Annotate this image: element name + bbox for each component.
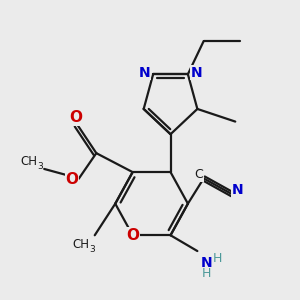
- Text: N: N: [232, 183, 244, 197]
- Text: H: H: [202, 267, 212, 280]
- Text: 3: 3: [37, 162, 43, 171]
- Text: CH: CH: [20, 154, 37, 168]
- Text: 3: 3: [89, 245, 95, 254]
- Text: N: N: [191, 66, 203, 80]
- Text: N: N: [201, 256, 213, 270]
- Text: N: N: [139, 66, 150, 80]
- Text: O: O: [69, 110, 82, 125]
- Text: methyl: methyl: [32, 161, 37, 163]
- Text: O: O: [65, 172, 79, 188]
- Text: O: O: [126, 228, 139, 243]
- Text: H: H: [212, 252, 222, 266]
- Text: C: C: [195, 168, 203, 181]
- Text: CH: CH: [72, 238, 89, 250]
